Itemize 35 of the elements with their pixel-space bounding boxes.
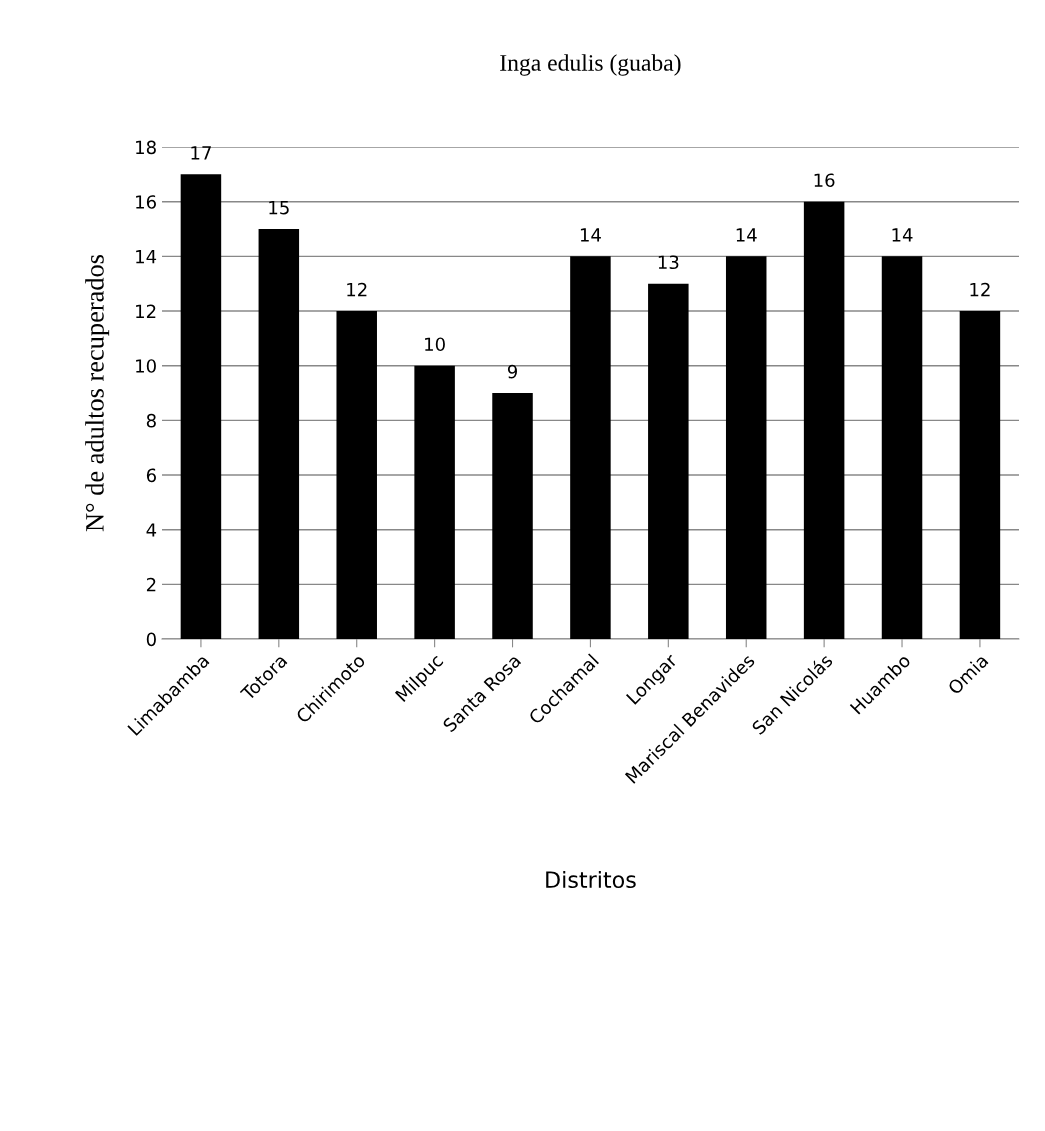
y-tick-label: 8 bbox=[146, 413, 156, 428]
bar bbox=[725, 256, 767, 640]
data-label: 9 bbox=[507, 364, 517, 379]
data-label: 15 bbox=[269, 201, 289, 215]
data-label: 14 bbox=[892, 228, 913, 242]
x-axis-title: Distritos bbox=[546, 870, 636, 889]
bar bbox=[881, 256, 923, 640]
y-axis-title: N° de adultos recuperados bbox=[85, 254, 110, 532]
bar bbox=[648, 283, 689, 640]
bar bbox=[492, 393, 533, 640]
bar bbox=[180, 174, 222, 640]
y-tick-label: 0 bbox=[146, 632, 156, 647]
y-tick-label: 10 bbox=[136, 359, 156, 373]
y-tick-label: 18 bbox=[136, 140, 156, 155]
y-tick-label: 2 bbox=[146, 577, 156, 592]
data-label: 14 bbox=[580, 228, 601, 242]
bar bbox=[959, 311, 1001, 640]
y-tick-label: 6 bbox=[146, 468, 156, 483]
data-label: 12 bbox=[970, 282, 990, 297]
data-label: 17 bbox=[191, 146, 211, 160]
y-tick-label: 14 bbox=[136, 250, 157, 264]
data-label: 13 bbox=[658, 255, 679, 270]
chart-title: Inga edulis (guaba) bbox=[500, 54, 681, 76]
y-tick-label: 16 bbox=[136, 195, 156, 209]
data-label: 16 bbox=[814, 173, 835, 188]
bar bbox=[336, 311, 377, 640]
data-label: 10 bbox=[425, 337, 445, 352]
bar bbox=[803, 201, 845, 640]
bar bbox=[570, 256, 611, 640]
y-tick-label: 4 bbox=[146, 523, 157, 537]
y-tick-label: 12 bbox=[136, 304, 156, 318]
data-label: 14 bbox=[736, 228, 757, 242]
data-label: 12 bbox=[347, 282, 367, 297]
bar bbox=[414, 365, 455, 640]
bar bbox=[258, 229, 300, 640]
